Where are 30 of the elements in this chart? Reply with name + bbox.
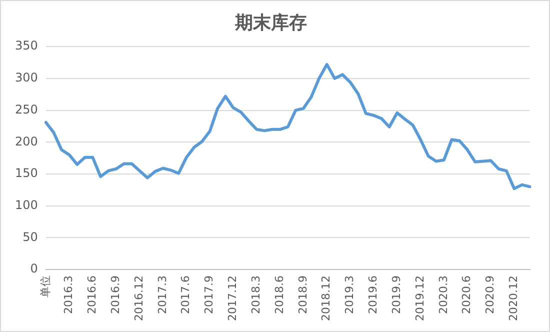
- x-tick-label: 2019.12: [413, 276, 426, 322]
- y-tick-label: 50: [22, 230, 38, 244]
- x-tick-label: 2017.12: [226, 276, 240, 322]
- y-tick-label: 0: [30, 262, 38, 276]
- x-tick-label: 2020.12: [507, 276, 520, 322]
- x-tick-label: 2020.6: [460, 276, 474, 314]
- x-tick-label: 2019.9: [390, 276, 403, 314]
- x-tick-label: 2019.3: [343, 276, 356, 314]
- x-tick-label: 单位: [38, 276, 52, 298]
- x-tick-label: 2018.6: [272, 276, 286, 314]
- x-tick-label: 2019.6: [366, 276, 380, 314]
- x-tick-label: 2018.9: [296, 276, 310, 314]
- y-tick-label: 250: [15, 102, 38, 116]
- y-tick-label: 350: [15, 38, 38, 53]
- x-tick-label: 2017.9: [202, 276, 216, 314]
- x-tick-label: 2018.3: [249, 276, 262, 314]
- y-tick-label: 150: [15, 166, 38, 180]
- y-tick-label: 100: [15, 198, 38, 212]
- x-tick-label: 2017.3: [156, 276, 169, 314]
- x-tick-label: 2020.9: [484, 276, 497, 314]
- y-tick-label: 300: [15, 70, 38, 85]
- x-tick-label: 2020.3: [436, 276, 450, 314]
- x-tick-label: 2016.12: [132, 276, 146, 322]
- x-tick-label: 2018.12: [320, 276, 333, 322]
- x-tick-label: 2017.6: [179, 276, 192, 314]
- x-tick-label: 2016.9: [109, 276, 122, 314]
- chart-title: 期末库存: [234, 12, 307, 34]
- x-tick-label: 2016.3: [62, 276, 76, 314]
- x-tick-label: 2016.6: [86, 276, 99, 314]
- y-tick-label: 200: [15, 134, 38, 148]
